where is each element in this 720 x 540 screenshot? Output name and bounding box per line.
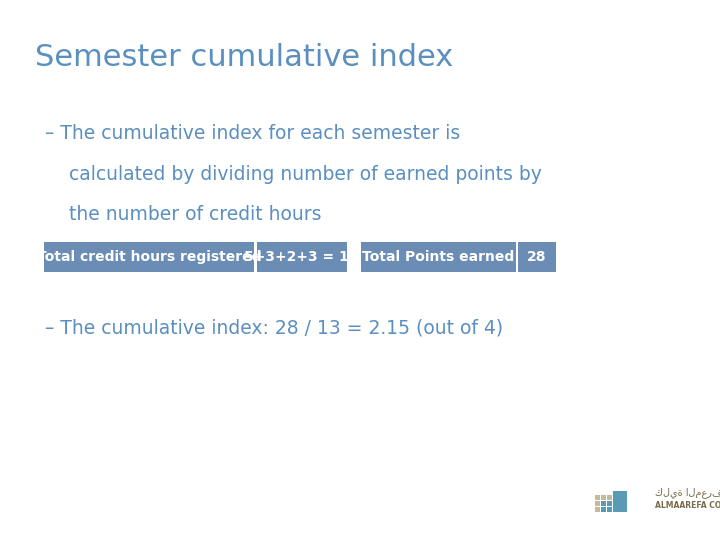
Text: calculated by dividing number of earned points by: calculated by dividing number of earned … [45,165,541,184]
FancyBboxPatch shape [601,495,606,500]
FancyBboxPatch shape [613,491,627,512]
FancyBboxPatch shape [601,507,606,512]
FancyBboxPatch shape [607,501,612,506]
FancyBboxPatch shape [44,242,254,272]
Text: the number of credit hours: the number of credit hours [45,205,321,224]
FancyBboxPatch shape [595,507,600,512]
FancyBboxPatch shape [254,242,256,272]
Text: Total credit hours registered: Total credit hours registered [37,250,261,264]
Text: ALMAAREFA COLLEGE: ALMAAREFA COLLEGE [655,501,720,510]
FancyBboxPatch shape [361,242,516,272]
FancyBboxPatch shape [601,501,606,506]
FancyBboxPatch shape [256,242,346,272]
Text: كلية المعرفة: كلية المعرفة [655,488,720,498]
Text: – The cumulative index: 28 / 13 = 2.15 (out of 4): – The cumulative index: 28 / 13 = 2.15 (… [45,319,503,338]
Text: 5+3+2+3 = 13: 5+3+2+3 = 13 [244,250,359,264]
FancyBboxPatch shape [595,501,600,506]
FancyBboxPatch shape [518,242,556,272]
FancyBboxPatch shape [607,507,612,512]
Text: Total Points earned: Total Points earned [362,250,514,264]
Text: – The cumulative index for each semester is: – The cumulative index for each semester… [45,124,460,143]
FancyBboxPatch shape [595,495,600,500]
FancyBboxPatch shape [607,495,612,500]
Text: 28: 28 [527,250,546,264]
FancyBboxPatch shape [516,242,518,272]
Text: Semester cumulative index: Semester cumulative index [35,43,453,72]
